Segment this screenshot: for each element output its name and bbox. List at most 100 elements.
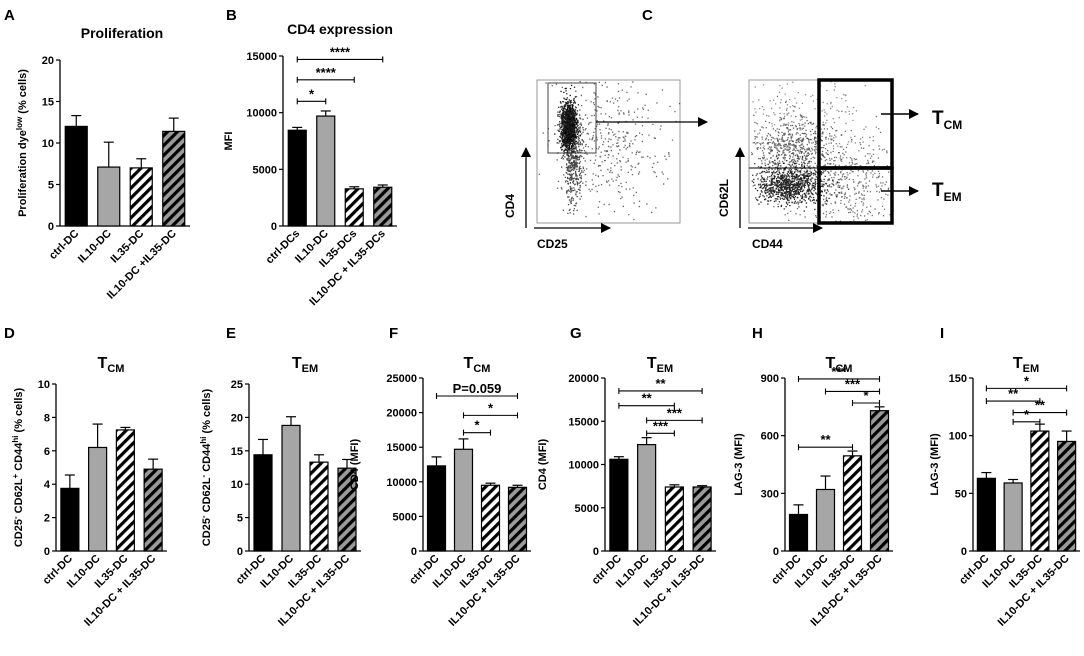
y-tick-label: 0 — [48, 221, 54, 233]
bar — [788, 513, 809, 552]
chart-title: TCM — [826, 355, 853, 375]
y-tick-label: 15 — [231, 446, 243, 458]
flow-dots-cd4-cd25 — [538, 81, 681, 221]
chart-title: TEM — [647, 355, 673, 375]
y-tick-label: 5 — [48, 180, 54, 192]
y-tick-label: 0 — [44, 546, 50, 558]
tem-gate-label: TEM — [932, 180, 962, 204]
y-label-part: - — [199, 515, 208, 518]
y-tick-label: 20 — [231, 412, 243, 424]
y-axis-label: LAG-3 (MFI) — [929, 433, 941, 496]
bar — [637, 444, 657, 552]
bar — [480, 484, 501, 552]
significance-label: * — [1024, 407, 1030, 422]
y-label-part: (% cells) — [201, 388, 213, 436]
y-tick-label: 5000 — [393, 511, 417, 523]
chart-panel-d: D TCM CD25- CD62L+ CD44hi (% cells) 0 2 4 6 8 10… — [4, 325, 167, 629]
y-tick-label: 0 — [773, 546, 779, 558]
y-tick-label: 20000 — [568, 373, 599, 385]
y-axis-label: LAG-3 (MFI) — [733, 433, 745, 496]
bar — [869, 410, 890, 552]
y-axis-label: CD25- CD62L+ CD44hi (% cells) — [11, 387, 25, 547]
bar — [664, 486, 684, 552]
title-main: T — [647, 355, 657, 372]
chart-panel-a: A Proliferation Proliferation dyelow (% ce… — [4, 7, 190, 302]
chart-title: CD4 expression — [287, 21, 393, 37]
y-tick-label: 600 — [761, 431, 779, 443]
y-label-part: CD44 — [201, 443, 213, 475]
significance-label: **** — [316, 65, 337, 80]
y-tick-label: 300 — [761, 488, 779, 500]
bar-chart-panels: A Proliferation Proliferation dyelow (% ce… — [4, 7, 1080, 629]
panel-label: G — [570, 325, 582, 342]
y-tick-label: 5 — [237, 513, 243, 525]
y-tick-label: 20000 — [386, 408, 417, 420]
chart-title: Proliferation — [81, 25, 163, 41]
y-tick-label: 10 — [231, 479, 243, 491]
y-tick-label: 10000 — [386, 477, 417, 489]
bar — [344, 188, 364, 227]
chart-title: TCM — [464, 355, 491, 375]
bar — [815, 488, 836, 552]
bar — [97, 166, 121, 227]
bar — [1057, 440, 1077, 552]
significance-label: ** — [1035, 398, 1046, 413]
chart-title: TEM — [1013, 355, 1039, 375]
significance-label: ** — [820, 432, 831, 447]
gate-tcm — [817, 78, 894, 170]
y-tick-label: 4 — [44, 479, 51, 491]
panel-label: H — [752, 325, 763, 342]
panel-label: B — [226, 7, 237, 24]
y-axis-label: CD25- CD62L- CD44hi (% cells) — [199, 388, 213, 546]
y-label-main: MFI — [223, 132, 235, 151]
bar — [115, 429, 135, 552]
bar — [143, 468, 163, 552]
flow-y-label-cd62l: CD62L — [717, 179, 731, 217]
y-label-main: Proliferation dye — [17, 130, 29, 217]
y-label-tail: (% cells) — [17, 69, 29, 117]
y-label-main: LAG-3 (MFI) — [733, 433, 745, 496]
flow-y-label-cd4: CD4 — [503, 194, 517, 218]
y-label-main: CD4 (MFI) — [349, 439, 361, 491]
flow-x-label-cd44: CD44 — [752, 237, 783, 251]
bar — [316, 115, 336, 227]
gate-cd25-negative — [547, 82, 597, 154]
y-tick-label: 0 — [593, 546, 599, 558]
title-sub: EM — [657, 363, 674, 375]
y-label-part: - — [11, 516, 20, 519]
bar — [507, 486, 528, 552]
y-tick-label: 8 — [44, 412, 50, 424]
bar — [1030, 430, 1050, 552]
y-label-part: hi — [199, 437, 208, 444]
significance-label: *** — [653, 418, 669, 433]
bar — [64, 125, 88, 227]
bar — [373, 186, 393, 227]
bar — [287, 129, 307, 227]
bar — [281, 424, 301, 552]
significance-label: * — [309, 86, 315, 101]
y-label-part: (% cells) — [13, 387, 25, 435]
bar — [60, 487, 80, 552]
panel-label: I — [940, 325, 944, 342]
y-tick-label: 150 — [949, 373, 967, 385]
y-tick-label: 10 — [38, 379, 50, 391]
y-tick-label: 15000 — [386, 442, 417, 454]
y-tick-label: 0 — [961, 546, 967, 558]
y-label-main: CD4 (MFI) — [537, 439, 549, 491]
title-main: T — [98, 355, 108, 372]
y-tick-label: 15000 — [246, 51, 277, 63]
y-label-part: + — [11, 473, 20, 478]
bar — [976, 477, 996, 552]
significance-label: ** — [1008, 386, 1019, 401]
y-label-part: hi — [11, 436, 20, 443]
y-tick-label: 2 — [44, 513, 50, 525]
flow-plot-frame — [536, 79, 681, 224]
y-label-part: CD62L — [13, 478, 25, 516]
y-label-main: LAG-3 (MFI) — [929, 433, 941, 496]
y-tick-label: 10000 — [568, 460, 599, 472]
panel-c: C CD4 CD25 TCM TEM CD62L CD44 — [503, 7, 962, 251]
y-tick-label: 6 — [44, 446, 50, 458]
